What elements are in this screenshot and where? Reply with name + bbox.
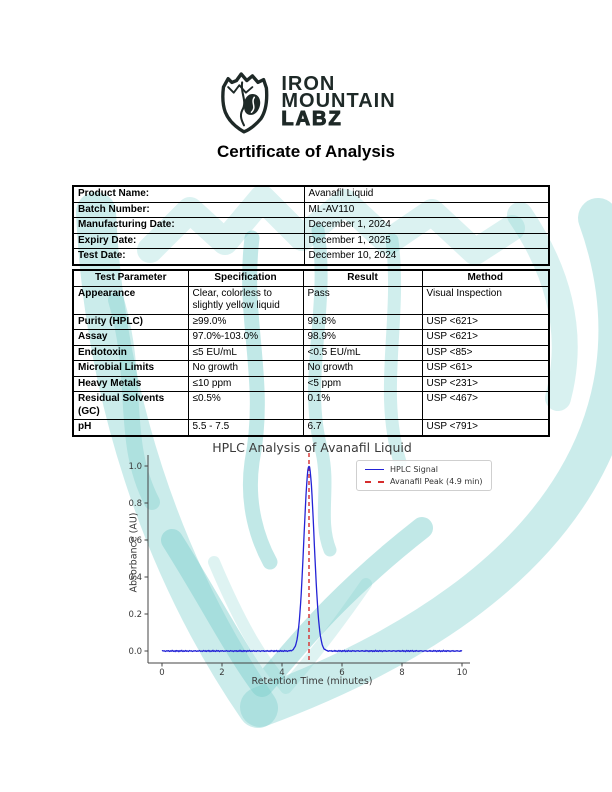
cell-method: Visual Inspection	[421, 285, 550, 315]
logo-word-labz: LABZ	[281, 107, 343, 130]
cell-specification: No growth	[187, 360, 304, 377]
chart-title: HPLC Analysis of Avanafil Liquid	[212, 440, 412, 455]
legend-entry: HPLC Signal	[365, 465, 483, 474]
table-row: Batch Number: ML-AV110	[72, 201, 550, 218]
page-title: Certificate of Analysis	[217, 142, 395, 161]
row-value: ML-AV110	[303, 201, 550, 218]
svg-text:0.6: 0.6	[128, 536, 142, 546]
cell-result: 0.1%	[302, 391, 423, 420]
cell-result: No growth	[302, 360, 423, 377]
row-value: Avanafil Liquid	[303, 185, 550, 203]
svg-text:4: 4	[279, 668, 284, 678]
y-axis-label: Absorbance (AU)	[128, 512, 140, 593]
x-axis-label: Retention Time (minutes)	[251, 676, 373, 687]
column-header: Specification	[187, 269, 304, 287]
cell-specification: 5.5 - 7.5	[187, 419, 304, 436]
table-row: Product Name: Avanafil Liquid	[72, 185, 550, 203]
cell-parameter: Residual Solvents (GC)	[72, 391, 189, 420]
table-row: Heavy Metals ≤10 ppm <5 ppm USP <231>	[72, 375, 550, 392]
legend-entry: Avanafil Peak (4.9 min)	[365, 477, 483, 486]
row-label: Product Name:	[72, 185, 305, 203]
cell-specification: ≥99.0%	[187, 313, 304, 330]
cell-parameter: Assay	[72, 329, 189, 346]
row-value: December 10, 2024	[303, 248, 550, 265]
cell-specification: ≤10 ppm	[187, 375, 304, 392]
cell-specification: Clear, colorless to slightly yellow liqu…	[187, 285, 304, 315]
solid-line-swatch-icon	[365, 469, 384, 470]
cell-result: 99.8%	[302, 313, 423, 330]
cell-result: 98.9%	[302, 329, 423, 346]
mountain-shield-icon	[221, 72, 269, 134]
cell-specification: ≤0.5%	[187, 391, 304, 420]
cell-specification: ≤5 EU/mL	[187, 344, 304, 361]
cell-method: USP <467>	[421, 391, 550, 420]
column-header: Method	[421, 269, 550, 287]
row-label: Expiry Date:	[72, 232, 305, 249]
cell-method: USP <231>	[421, 375, 550, 392]
row-value: December 1, 2024	[303, 217, 550, 234]
cell-method: USP <621>	[421, 313, 550, 330]
cell-result: 6.7	[302, 419, 423, 436]
table-row: Endotoxin ≤5 EU/mL <0.5 EU/mL USP <85>	[72, 344, 550, 361]
svg-text:0.4: 0.4	[128, 573, 142, 583]
table-row: Residual Solvents (GC) ≤0.5% 0.1% USP <4…	[72, 391, 550, 420]
svg-text:2: 2	[219, 668, 224, 678]
cell-result: <0.5 EU/mL	[302, 344, 423, 361]
dashed-line-swatch-icon	[365, 480, 384, 483]
cell-parameter: pH	[72, 419, 189, 436]
svg-text:0: 0	[159, 668, 164, 678]
cell-method: USP <791>	[421, 419, 550, 436]
cell-result: <5 ppm	[302, 375, 423, 392]
row-label: Test Date:	[72, 248, 305, 265]
row-label: Manufacturing Date:	[72, 217, 305, 234]
row-value: December 1, 2025	[303, 232, 550, 249]
legend-label: HPLC Signal	[390, 465, 438, 474]
logo-word-iron: IRON	[281, 72, 336, 95]
table-row: Purity (HPLC) ≥99.0% 99.8% USP <621>	[72, 313, 550, 330]
table-header-row: Test Parameter Specification Result Meth…	[72, 269, 550, 287]
hplc-chart: HPLC Analysis of Avanafil Liquid 0 2 4 6 8 10…	[0, 433, 612, 701]
cell-parameter: Appearance	[72, 285, 189, 315]
column-header: Test Parameter	[72, 269, 189, 287]
table-row: Microbial Limits No growth No growth USP…	[72, 360, 550, 377]
table-row: Appearance Clear, colorless to slightly …	[72, 285, 550, 315]
svg-text:8: 8	[399, 668, 404, 678]
cell-parameter: Heavy Metals	[72, 375, 189, 392]
cell-result: Pass	[302, 285, 423, 315]
table-row: Expiry Date: December 1, 2025	[72, 232, 550, 249]
cell-specification: 97.0%-103.0%	[187, 329, 304, 346]
chart-canvas: 0 2 4 6 8 10 0.0 0.2 0.4 0.6 0.8 1.0	[128, 453, 470, 678]
svg-text:6: 6	[339, 668, 344, 678]
svg-text:10: 10	[457, 668, 468, 678]
legend-label: Avanafil Peak (4.9 min)	[390, 477, 483, 486]
cell-parameter: Endotoxin	[72, 344, 189, 361]
table-row: pH 5.5 - 7.5 6.7 USP <791>	[72, 419, 550, 436]
svg-text:0.8: 0.8	[128, 499, 142, 509]
table-row: Assay 97.0%-103.0% 98.9% USP <621>	[72, 329, 550, 346]
column-header: Result	[302, 269, 423, 287]
cell-method: USP <85>	[421, 344, 550, 361]
company-logo: IRON MOUNTAIN LABZ	[0, 68, 612, 136]
test-results-table: Test Parameter Specification Result Meth…	[72, 269, 550, 437]
cell-parameter: Purity (HPLC)	[72, 313, 189, 330]
svg-text:0.2: 0.2	[128, 610, 142, 620]
table-row: Test Date: December 10, 2024	[72, 248, 550, 265]
logo-text: IRON MOUNTAIN LABZ	[281, 72, 396, 130]
cell-parameter: Microbial Limits	[72, 360, 189, 377]
product-info-table: Product Name: Avanafil Liquid Batch Numb…	[72, 185, 550, 266]
row-label: Batch Number:	[72, 201, 305, 218]
table-row: Manufacturing Date: December 1, 2024	[72, 217, 550, 234]
chart-legend: HPLC Signal Avanafil Peak (4.9 min)	[356, 460, 492, 491]
logo-word-mountain: MOUNTAIN	[281, 89, 396, 112]
svg-text:0.0: 0.0	[128, 647, 142, 657]
svg-text:1.0: 1.0	[128, 462, 142, 472]
cell-method: USP <61>	[421, 360, 550, 377]
cell-method: USP <621>	[421, 329, 550, 346]
